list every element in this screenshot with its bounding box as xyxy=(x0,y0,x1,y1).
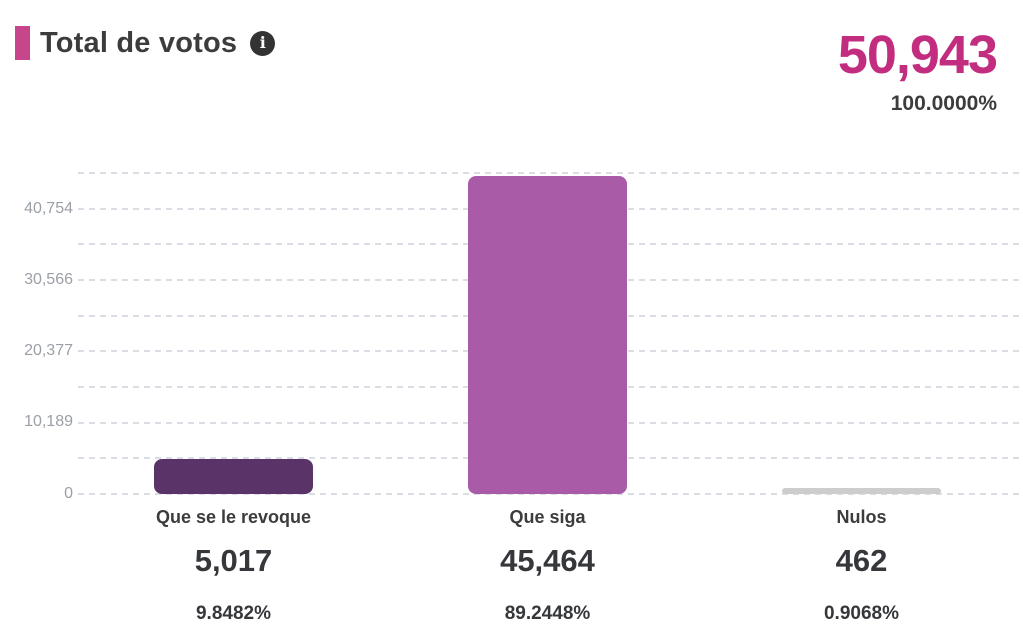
category-value: 462 xyxy=(835,543,888,578)
category-label: Nulos xyxy=(836,507,887,527)
y-axis-tick-label: 20,377 xyxy=(24,342,73,359)
category-percent: 0.9068% xyxy=(823,603,899,624)
category-percent: 89.2448% xyxy=(504,603,591,624)
category-percent: 9.8482% xyxy=(195,603,271,624)
y-axis-tick-label: 30,566 xyxy=(24,271,73,288)
category-column: Que se le revoque 5,017 9.8482% xyxy=(76,507,391,633)
bar-que-se-le-revoque[interactable] xyxy=(154,459,313,494)
y-axis-tick-label: 0 xyxy=(64,485,73,502)
category-label: Que se le revoque xyxy=(155,507,312,527)
title-accent-bar xyxy=(15,26,30,60)
category-value: 45,464 xyxy=(500,543,595,578)
category-value: 5,017 xyxy=(194,543,273,578)
category-column: Que siga 45,464 89.2448% xyxy=(390,507,705,633)
bar-nulos[interactable] xyxy=(782,488,941,494)
total-votes-value: 50,943 xyxy=(837,25,998,85)
grand-total: 50,943 100.0000% xyxy=(837,25,998,116)
info-icon[interactable]: i xyxy=(250,30,276,56)
page-title: Total de votos xyxy=(40,26,238,59)
gridline xyxy=(78,172,1023,174)
y-axis-tick-label: 40,754 xyxy=(24,200,73,217)
bar-que-siga[interactable] xyxy=(468,176,627,494)
info-icon-glyph: i xyxy=(259,33,266,52)
y-axis-tick-label: 10,189 xyxy=(24,413,73,430)
card-header: Total de votos i xyxy=(15,26,276,60)
category-label: Que siga xyxy=(509,507,586,527)
gridline xyxy=(78,493,1023,495)
category-column: Nulos 462 0.9068% xyxy=(704,507,1019,633)
bar-chart-plot-area xyxy=(0,172,1023,495)
total-votes-percent: 100.0000% xyxy=(890,92,997,115)
